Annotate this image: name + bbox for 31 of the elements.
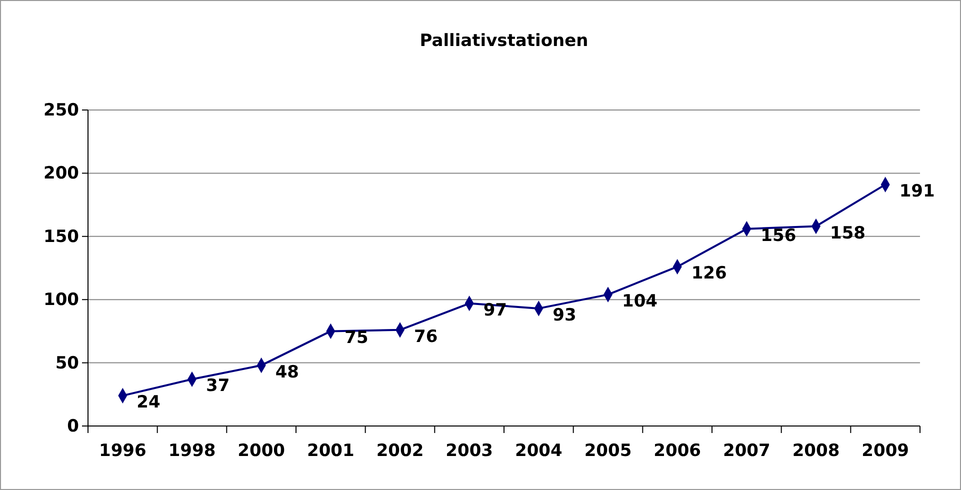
x-tick-label: 1996 xyxy=(99,441,146,462)
x-tick-label: 2007 xyxy=(723,441,770,462)
data-label: 126 xyxy=(691,264,727,284)
data-label: 93 xyxy=(552,305,576,326)
x-tick-label: 2009 xyxy=(862,441,909,462)
x-tick-label: 2001 xyxy=(307,441,354,462)
y-tick-label: 100 xyxy=(44,290,80,310)
data-label: 76 xyxy=(414,326,438,347)
data-label: 48 xyxy=(275,362,300,382)
data-label: 104 xyxy=(622,292,658,312)
x-tick-label: 2004 xyxy=(515,441,562,462)
chart-title: Palliativstationen xyxy=(420,31,588,51)
data-label: 156 xyxy=(760,226,796,246)
x-tick-label: 2005 xyxy=(584,441,632,462)
data-label: 24 xyxy=(136,392,160,413)
y-tick-label: 150 xyxy=(44,226,80,247)
y-tick-label: 50 xyxy=(55,353,80,374)
y-tick-label: 200 xyxy=(44,164,80,184)
data-label: 37 xyxy=(206,376,230,396)
y-tick-label: 250 xyxy=(44,100,80,120)
x-tick-label: 2006 xyxy=(654,441,701,462)
y-tick-label: 0 xyxy=(67,416,80,436)
data-label: 75 xyxy=(344,328,368,348)
x-tick-label: 1998 xyxy=(168,441,216,462)
x-tick-label: 2002 xyxy=(376,441,424,462)
x-tick-label: 2008 xyxy=(792,441,840,462)
data-label: 191 xyxy=(899,182,935,202)
x-tick-label: 2003 xyxy=(446,441,493,462)
data-label: 158 xyxy=(830,223,866,244)
x-tick-label: 2000 xyxy=(238,441,286,462)
data-label: 97 xyxy=(483,300,508,320)
